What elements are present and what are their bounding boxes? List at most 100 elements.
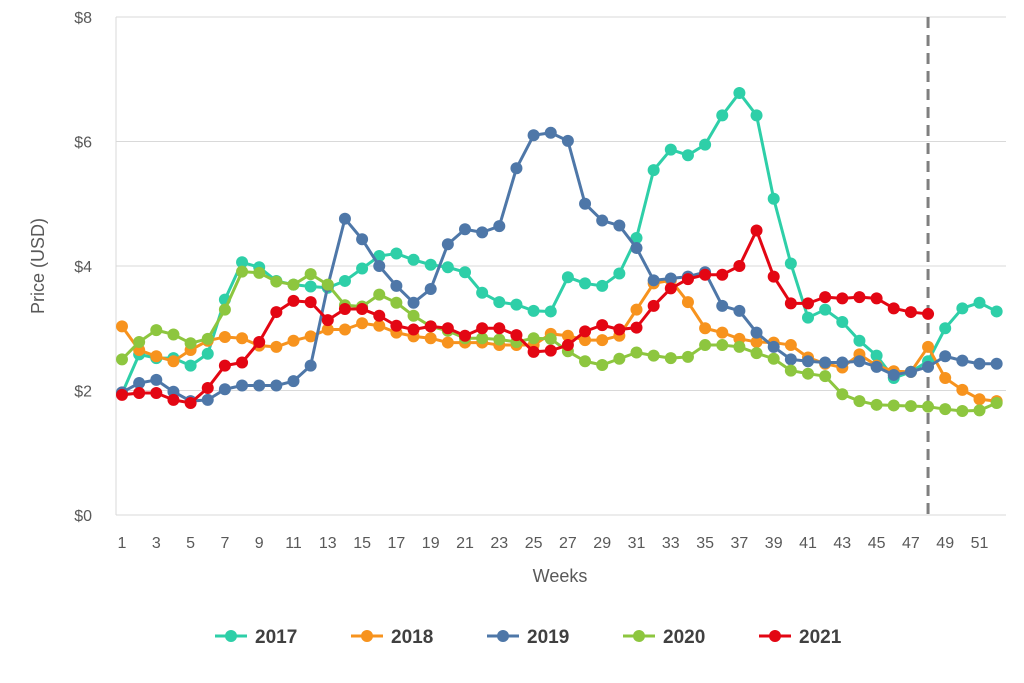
data-point-2019 [887,368,900,381]
data-point-2021 [784,297,797,310]
data-point-2019 [647,274,660,287]
x-tick-label: 51 [971,535,989,552]
data-point-2017 [836,316,849,329]
data-point-2019 [836,356,849,369]
legend-item-2019: 2019 [487,627,569,648]
data-point-2021 [476,322,489,335]
data-point-2020 [990,396,1003,409]
data-point-2021 [647,299,660,312]
legend-label-2017: 2017 [255,627,297,648]
legend-marker-2021 [769,630,781,642]
x-tick-label: 29 [593,535,611,552]
legend-item-2020: 2020 [623,627,705,648]
data-point-2021 [253,335,266,348]
y-axis-title: Price (USD) [28,218,48,314]
data-point-2018 [116,320,128,333]
data-point-2020 [699,339,712,352]
y-tick-label: $8 [74,10,92,27]
data-point-2017 [356,262,369,275]
data-point-2021 [373,309,386,322]
data-point-2017 [459,266,471,279]
data-point-2021 [133,386,146,399]
x-tick-label: 9 [255,535,264,552]
data-point-2019 [407,296,420,309]
x-tick-label: 21 [456,535,474,552]
data-point-2021 [870,292,883,305]
data-point-2018 [321,323,334,336]
series-line-2017 [120,91,998,395]
data-point-2021 [681,273,694,286]
data-point-2021 [561,339,574,352]
data-point-2017 [390,247,403,260]
data-point-2018 [441,336,454,349]
data-point-2017 [596,279,609,292]
legend-label-2021: 2021 [799,627,842,648]
data-point-2020 [253,266,266,279]
data-point-2017 [510,298,523,311]
legend-item-2017: 2017 [215,627,297,648]
data-point-2019 [493,220,506,233]
data-point-2017 [544,305,557,318]
data-point-2021 [116,388,128,401]
data-point-2019 [819,356,832,369]
data-point-2021 [321,314,334,327]
data-point-2021 [630,321,643,334]
data-point-2019 [527,129,540,142]
data-point-2019 [973,357,986,370]
data-point-2018 [579,334,592,347]
data-point-2017 [990,305,1003,318]
axes [115,17,1006,516]
x-tick-label: 25 [525,535,543,552]
data-point-2019 [356,233,369,246]
data-point-2018 [218,330,231,343]
data-point-2017 [870,349,883,362]
data-point-2019 [664,272,677,285]
series-group [116,86,1003,418]
data-point-2017 [956,302,969,315]
data-point-2020 [133,335,146,348]
data-point-2021 [596,319,609,332]
data-point-2021 [493,322,506,335]
x-tick-label: 33 [662,535,680,552]
data-point-2021 [441,322,454,335]
x-tick-label: 31 [628,535,646,552]
data-point-2017 [750,109,763,122]
data-point-2017 [579,277,592,290]
data-point-2021 [904,306,917,319]
y-tick-label: $4 [74,259,92,276]
data-point-2020 [887,399,900,412]
data-point-2018 [167,355,180,368]
data-point-2017 [699,138,712,151]
data-point-2019 [390,279,403,292]
data-point-2021 [836,292,849,305]
data-point-2019 [630,241,643,254]
data-point-2019 [870,360,883,373]
x-tick-label: 27 [559,535,577,552]
data-point-2018 [784,339,797,352]
data-point-2017 [493,296,506,309]
legend-item-2018: 2018 [351,627,433,648]
data-point-2018 [956,383,969,396]
data-point-2021 [459,329,471,342]
data-point-2020 [304,268,317,281]
legend-marker-2018 [361,630,373,642]
data-point-2020 [904,400,917,413]
x-tick-labels: 1 3 5 7 9 11 13 15 17 19 21 23 25 27 29 31 33 35 37 39 41 43 4… [118,535,989,552]
data-point-2017 [407,253,420,266]
data-point-2017 [733,86,746,99]
data-point-2019 [338,212,351,225]
data-point-2021 [407,323,420,336]
data-point-2017 [664,143,677,156]
x-tick-label: 7 [220,535,229,552]
data-point-2020 [836,388,849,401]
x-tick-label: 17 [388,535,406,552]
data-point-2021 [184,396,197,409]
data-point-2017 [527,304,540,317]
data-point-2019 [270,379,283,392]
data-point-2020 [407,309,420,322]
data-point-2020 [167,328,180,341]
data-point-2021 [287,294,300,307]
data-point-2017 [784,257,797,270]
data-point-2020 [802,367,814,380]
